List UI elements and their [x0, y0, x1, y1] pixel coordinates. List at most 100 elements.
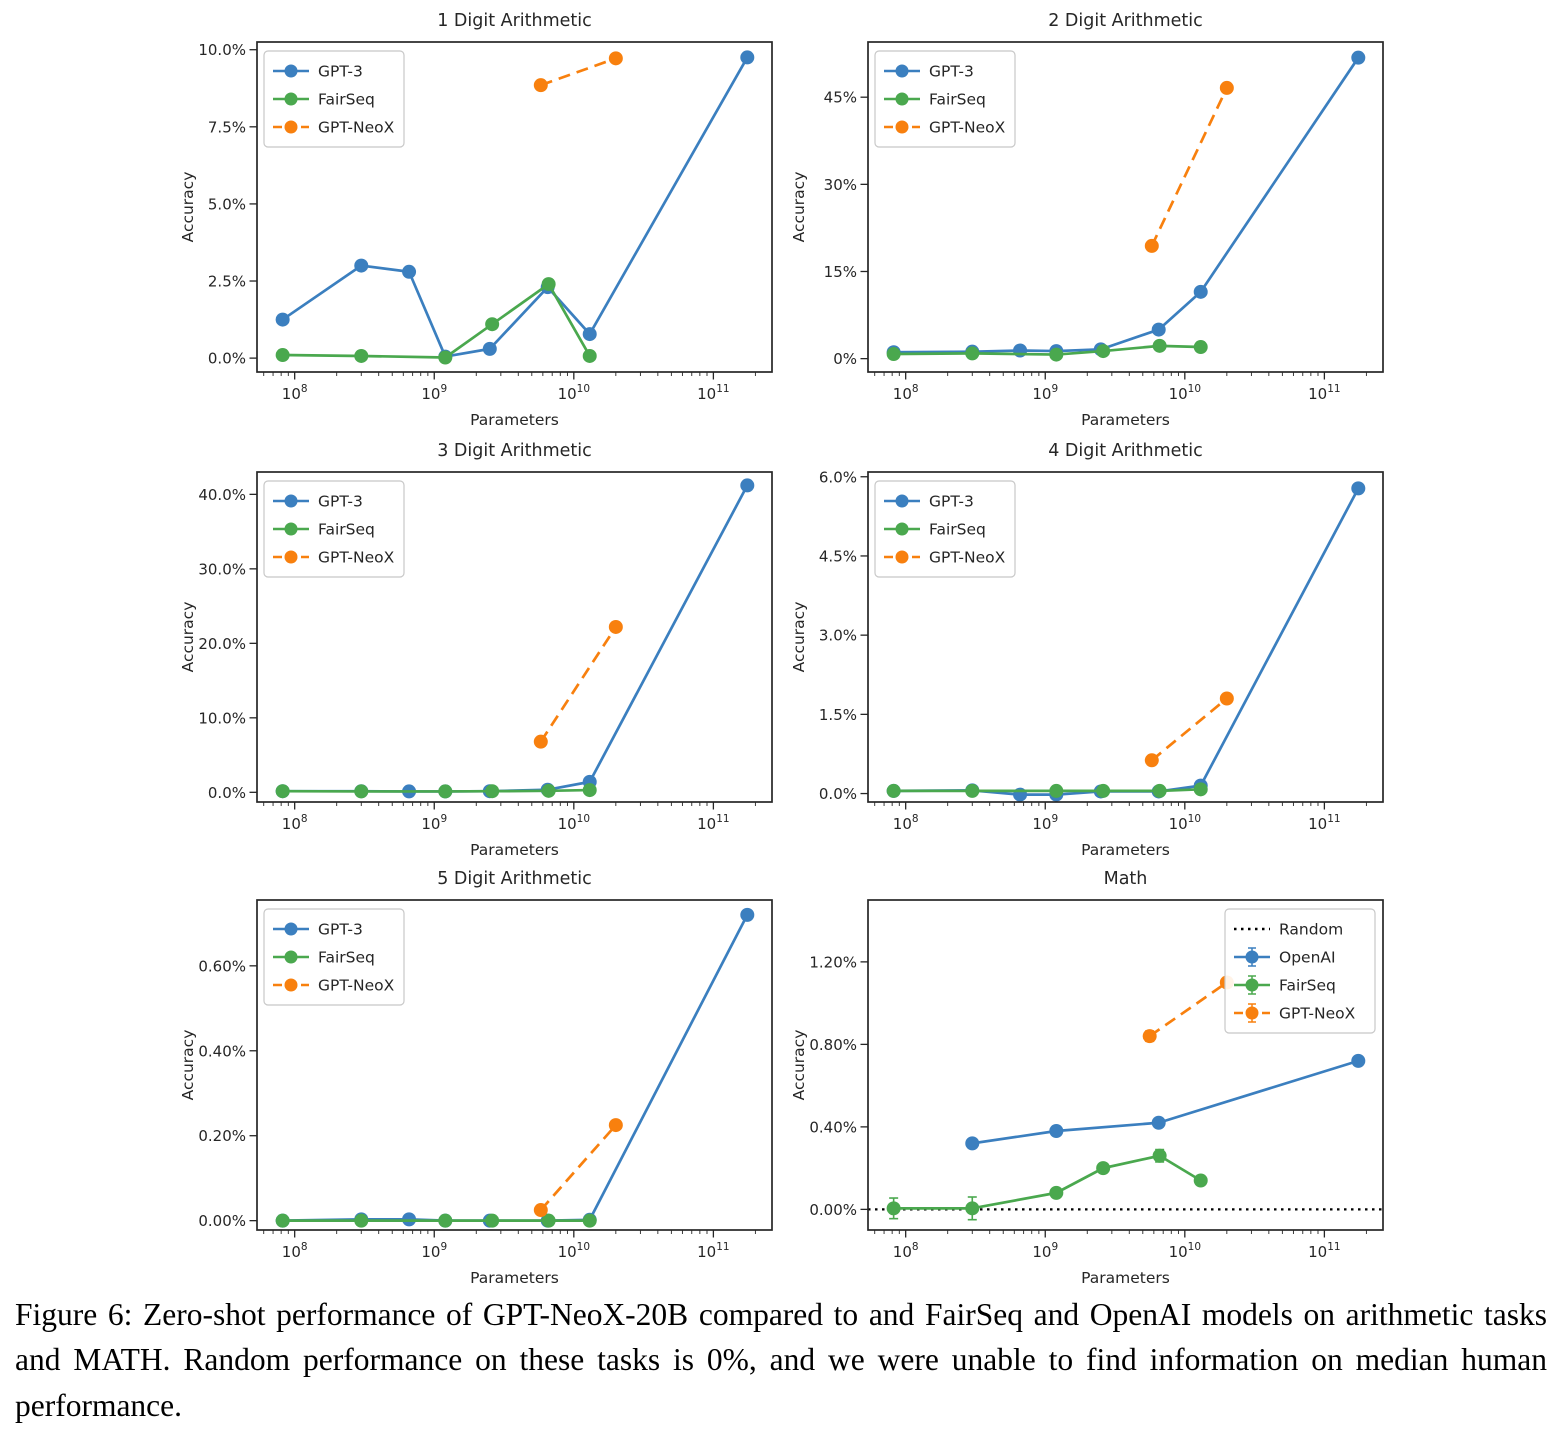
- x-tick-label: 1011: [697, 813, 729, 833]
- data-point: [541, 1213, 556, 1228]
- y-axis-label: Accuracy: [790, 1030, 808, 1101]
- plot-border: [256, 471, 773, 803]
- chart-2-digit-arithmetic: 2 Digit Arithmetic 0% 15% 30% 45% 108 109 1010 1…: [766, 0, 1396, 429]
- data-point: [1351, 1053, 1366, 1068]
- legend: GPT-3 FairSeq GPT-NeoX: [263, 480, 405, 578]
- data-point: [1152, 1148, 1167, 1163]
- y-tick-label: 0.00%: [198, 1212, 246, 1230]
- 3-digit-arithmetic-svg: 3 Digit Arithmetic 0.0% 10.0% 20.0% 30.0% 40.…: [179, 441, 773, 859]
- y-tick-label: 0.80%: [809, 1036, 857, 1054]
- data-point: [608, 51, 623, 66]
- legend-label: GPT-3: [929, 493, 974, 511]
- data-point: [1142, 1029, 1157, 1044]
- legend: GPT-3 FairSeq GPT-NeoX: [263, 908, 405, 1006]
- data-point: [1219, 691, 1234, 706]
- data-point: [402, 264, 417, 279]
- data-point: [485, 317, 500, 332]
- x-tick-label: 1011: [697, 383, 729, 403]
- data-point: [275, 1213, 290, 1228]
- data-point: [354, 1213, 369, 1228]
- y-tick-label: 30.0%: [198, 560, 246, 578]
- data-point: [965, 1201, 980, 1216]
- series-fairseq: [886, 782, 1208, 798]
- data-point: [1049, 1185, 1064, 1200]
- data-point: [1351, 50, 1366, 65]
- data-point: [740, 478, 755, 493]
- data-point: [541, 277, 556, 292]
- series-fairseq: [275, 1213, 597, 1228]
- chart-4-digit-arithmetic: 4 Digit Arithmetic 0.0% 1.5% 3.0% 4.5% 6.0% 10…: [766, 430, 1396, 859]
- y-tick-label: 10.0%: [198, 709, 246, 727]
- series-fairseq: [275, 277, 597, 365]
- chart-1-digit-arithmetic: 1 Digit Arithmetic 0.0% 2.5% 5.0% 7.5% 10.0% 1…: [155, 0, 785, 429]
- x-axis-label: Parameters: [1081, 1269, 1170, 1283]
- legend-label: GPT-3: [318, 921, 363, 939]
- series-fairseq: [886, 338, 1208, 362]
- data-point: [1193, 782, 1208, 797]
- x-tick-label: 1010: [558, 813, 590, 833]
- x-tick-label: 1010: [558, 383, 590, 403]
- data-point: [1152, 338, 1167, 353]
- y-tick-label: 7.5%: [208, 118, 246, 136]
- x-tick-label: 109: [1032, 1241, 1058, 1261]
- y-axis-label: Accuracy: [790, 172, 808, 243]
- x-tick-label: 108: [893, 813, 919, 833]
- y-tick-label: 0%: [833, 350, 857, 368]
- x-axis-label: Parameters: [1081, 841, 1170, 855]
- legend-label: FairSeq: [318, 949, 375, 967]
- data-point: [582, 348, 597, 363]
- chart-title: 3 Digit Arithmetic: [437, 441, 592, 461]
- x-axis-label: Parameters: [470, 841, 559, 855]
- data-point: [1151, 1115, 1166, 1130]
- data-point: [1144, 753, 1159, 768]
- chart-title: 1 Digit Arithmetic: [437, 11, 592, 31]
- data-point: [740, 50, 755, 65]
- x-tick-label: 109: [421, 383, 447, 403]
- chart-3-digit-arithmetic: 3 Digit Arithmetic 0.0% 10.0% 20.0% 30.0% 40.…: [155, 430, 785, 859]
- chart-title: 5 Digit Arithmetic: [437, 869, 592, 889]
- data-point: [886, 783, 901, 798]
- data-point: [438, 1213, 453, 1228]
- y-tick-label: 0.40%: [198, 1042, 246, 1060]
- y-tick-label: 20.0%: [198, 635, 246, 653]
- data-point: [1144, 238, 1159, 253]
- x-axis-label: Parameters: [470, 411, 559, 425]
- data-point: [1193, 284, 1208, 299]
- chart-title: 4 Digit Arithmetic: [1048, 441, 1203, 461]
- x-tick-label: 108: [282, 383, 308, 403]
- x-tick-label: 1010: [558, 1241, 590, 1261]
- x-tick-label: 1011: [1308, 813, 1340, 833]
- x-axis-label: Parameters: [470, 1269, 559, 1283]
- x-tick-label: 109: [1032, 383, 1058, 403]
- legend: Random OpenAI FairSeq GPT-NeoX: [1224, 908, 1376, 1034]
- x-tick-label: 1010: [1169, 813, 1201, 833]
- series-gpt-neox: [533, 1118, 623, 1218]
- legend-label: OpenAI: [1279, 949, 1336, 967]
- data-point: [582, 1213, 597, 1228]
- legend-label: Random: [1279, 921, 1343, 939]
- legend: GPT-3 FairSeq GPT-NeoX: [263, 50, 405, 148]
- series-gpt-neox: [1142, 975, 1234, 1044]
- x-tick-label: 1011: [1308, 383, 1340, 403]
- data-point: [1096, 1161, 1111, 1176]
- chart-math: Math 0.00% 0.40% 0.80% 1.20% 108 109 1010 1011 Pa…: [766, 858, 1396, 1287]
- y-tick-label: 15%: [824, 263, 857, 281]
- series-fairseq: [886, 1148, 1208, 1221]
- data-point: [886, 1201, 901, 1216]
- data-point: [740, 907, 755, 922]
- x-axis-label: Parameters: [1081, 411, 1170, 425]
- data-point: [1049, 783, 1064, 798]
- figure-6: 1 Digit Arithmetic 0.0% 2.5% 5.0% 7.5% 10.0% 1…: [15, 0, 1547, 1423]
- plot-border: [867, 41, 1384, 373]
- legend-label: GPT-3: [318, 493, 363, 511]
- y-tick-label: 0.60%: [198, 957, 246, 975]
- y-tick-label: 10.0%: [198, 41, 246, 59]
- y-tick-label: 4.5%: [819, 547, 857, 565]
- legend-label: FairSeq: [929, 91, 986, 109]
- y-tick-label: 0.40%: [809, 1118, 857, 1136]
- x-tick-label: 1011: [697, 1241, 729, 1261]
- y-axis-label: Accuracy: [179, 602, 197, 673]
- x-tick-label: 108: [282, 1241, 308, 1261]
- 4-digit-arithmetic-svg: 4 Digit Arithmetic 0.0% 1.5% 3.0% 4.5% 6.0% 10…: [790, 441, 1384, 859]
- plot-border: [256, 899, 773, 1231]
